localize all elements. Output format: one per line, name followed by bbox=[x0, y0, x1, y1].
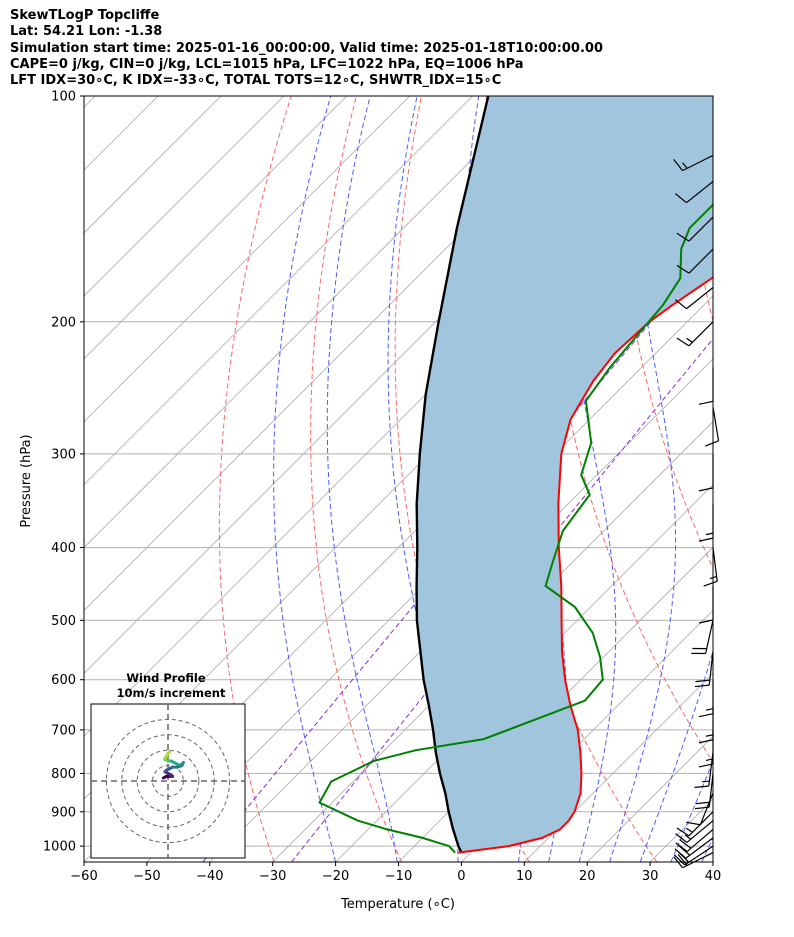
isotherm-line bbox=[84, 96, 348, 360]
x-tick-label: 40 bbox=[705, 869, 722, 884]
isotherm-line bbox=[776, 96, 794, 862]
isotherm-line bbox=[84, 96, 410, 423]
x-tick-label: 30 bbox=[642, 869, 659, 884]
x-tick-label: −50 bbox=[133, 869, 160, 884]
mixing-ratio-line bbox=[202, 247, 713, 862]
wind-barb bbox=[686, 792, 714, 826]
x-tick-label: −40 bbox=[196, 869, 223, 884]
hodograph-subtitle: 10m/s increment bbox=[117, 686, 226, 700]
y-tick-label: 900 bbox=[51, 805, 76, 820]
wind-barbs bbox=[673, 154, 720, 869]
hodograph-inset: Wind Profile 10m/s increment bbox=[90, 671, 246, 859]
moist-adiabats bbox=[273, 96, 713, 862]
isotherm-line bbox=[209, 358, 713, 862]
time-line: Simulation start time: 2025-01-16_00:00:… bbox=[10, 40, 603, 56]
wind-barb bbox=[691, 620, 714, 655]
moist-adiabat bbox=[273, 96, 337, 862]
wind-barb bbox=[698, 679, 714, 718]
moist-adiabat bbox=[609, 96, 677, 862]
wind-barb bbox=[694, 773, 714, 810]
x-axis-ticks: −60 −50 −40 −30 −20 −10 0 10 20 30 40 bbox=[70, 862, 721, 884]
wind-barb bbox=[705, 407, 720, 447]
x-axis-title: Temperature (∘C) bbox=[340, 897, 455, 912]
isotherm-line bbox=[461, 609, 713, 862]
x-tick-label: 0 bbox=[457, 869, 465, 884]
wind-barb bbox=[674, 181, 714, 204]
x-tick-label: −20 bbox=[322, 869, 349, 884]
isobar-lines bbox=[84, 96, 713, 847]
isotherm-line bbox=[84, 96, 222, 234]
wind-barb bbox=[698, 453, 714, 492]
isotherm-line bbox=[272, 421, 713, 862]
wind-barb bbox=[674, 287, 714, 310]
wind-barb bbox=[698, 705, 714, 744]
y-tick-label: 1000 bbox=[43, 840, 76, 855]
index-line: LFT IDX=30∘C, K IDX=-33∘C, TOTAL TOTS=12… bbox=[10, 73, 502, 89]
dry-adiabat bbox=[747, 96, 794, 862]
x-tick-label: 10 bbox=[516, 869, 533, 884]
wind-barb bbox=[675, 828, 714, 853]
parcel-profile-line bbox=[415, 96, 490, 854]
x-tick-label: −30 bbox=[259, 869, 286, 884]
y-tick-label: 800 bbox=[51, 767, 76, 782]
wind-barb bbox=[698, 504, 714, 542]
x-tick-label: −10 bbox=[385, 869, 412, 884]
isotherm-line bbox=[84, 96, 96, 108]
moist-adiabat bbox=[326, 96, 398, 862]
wind-barb bbox=[698, 585, 714, 624]
moist-adiabat bbox=[701, 836, 713, 862]
wind-barb bbox=[673, 852, 714, 869]
dry-adiabat bbox=[310, 96, 403, 862]
x-tick-label: −60 bbox=[70, 869, 97, 884]
wind-barb bbox=[673, 154, 714, 172]
cape-shaded-area bbox=[416, 96, 713, 853]
hodograph-segment bbox=[166, 750, 172, 755]
wind-barb bbox=[703, 547, 718, 587]
hodograph-plot bbox=[91, 704, 245, 858]
cape-cin-shading bbox=[416, 96, 713, 853]
moist-adiabat bbox=[639, 96, 713, 862]
cape-line: CAPE=0 j/kg, CIN=0 j/kg, LCL=1015 hPa, L… bbox=[10, 56, 524, 72]
wind-barb bbox=[676, 248, 714, 274]
y-tick-label: 200 bbox=[51, 315, 76, 330]
chart-title: SkewTLogP Topcliffe bbox=[10, 8, 160, 23]
y-tick-label: 300 bbox=[51, 447, 76, 462]
wind-barb bbox=[694, 651, 714, 688]
dry-adiabat bbox=[546, 96, 713, 764]
hodograph-ring bbox=[136, 749, 200, 813]
y-axis-ticks: 1000 900 800 700 600 500 400 300 200 100 bbox=[43, 90, 84, 855]
profiles bbox=[318, 96, 713, 854]
x-tick-label: 20 bbox=[579, 869, 596, 884]
y-tick-label: 700 bbox=[51, 723, 76, 738]
dewpoint-profile-line bbox=[318, 203, 713, 854]
moist-adiabat bbox=[670, 760, 713, 862]
isotherm-line bbox=[84, 96, 285, 297]
wind-barb bbox=[674, 837, 714, 859]
dry-adiabat bbox=[615, 96, 713, 570]
y-tick-label: 400 bbox=[51, 541, 76, 556]
chart-header: SkewTLogP Topcliffe Lat: 54.21 Lon: -1.3… bbox=[10, 8, 603, 89]
y-tick-label: 600 bbox=[51, 673, 76, 688]
wind-barb bbox=[694, 752, 714, 788]
wind-barb bbox=[676, 321, 714, 347]
isotherm-line bbox=[524, 672, 713, 862]
y-tick-label: 500 bbox=[51, 614, 76, 629]
wind-barb bbox=[675, 820, 714, 843]
dry-adiabat bbox=[218, 96, 292, 862]
hodograph-title: Wind Profile bbox=[126, 671, 206, 685]
isotherm-line bbox=[84, 96, 473, 486]
y-tick-label: 100 bbox=[51, 90, 76, 105]
isotherm-line bbox=[712, 861, 713, 862]
temperature-profile-line bbox=[458, 276, 713, 854]
location-line: Lat: 54.21 Lon: -1.38 bbox=[10, 24, 163, 40]
wind-barb bbox=[676, 216, 714, 242]
wind-barb bbox=[698, 367, 714, 405]
y-axis-title: Pressure (hPa) bbox=[19, 434, 34, 527]
isotherm-line bbox=[84, 96, 536, 549]
